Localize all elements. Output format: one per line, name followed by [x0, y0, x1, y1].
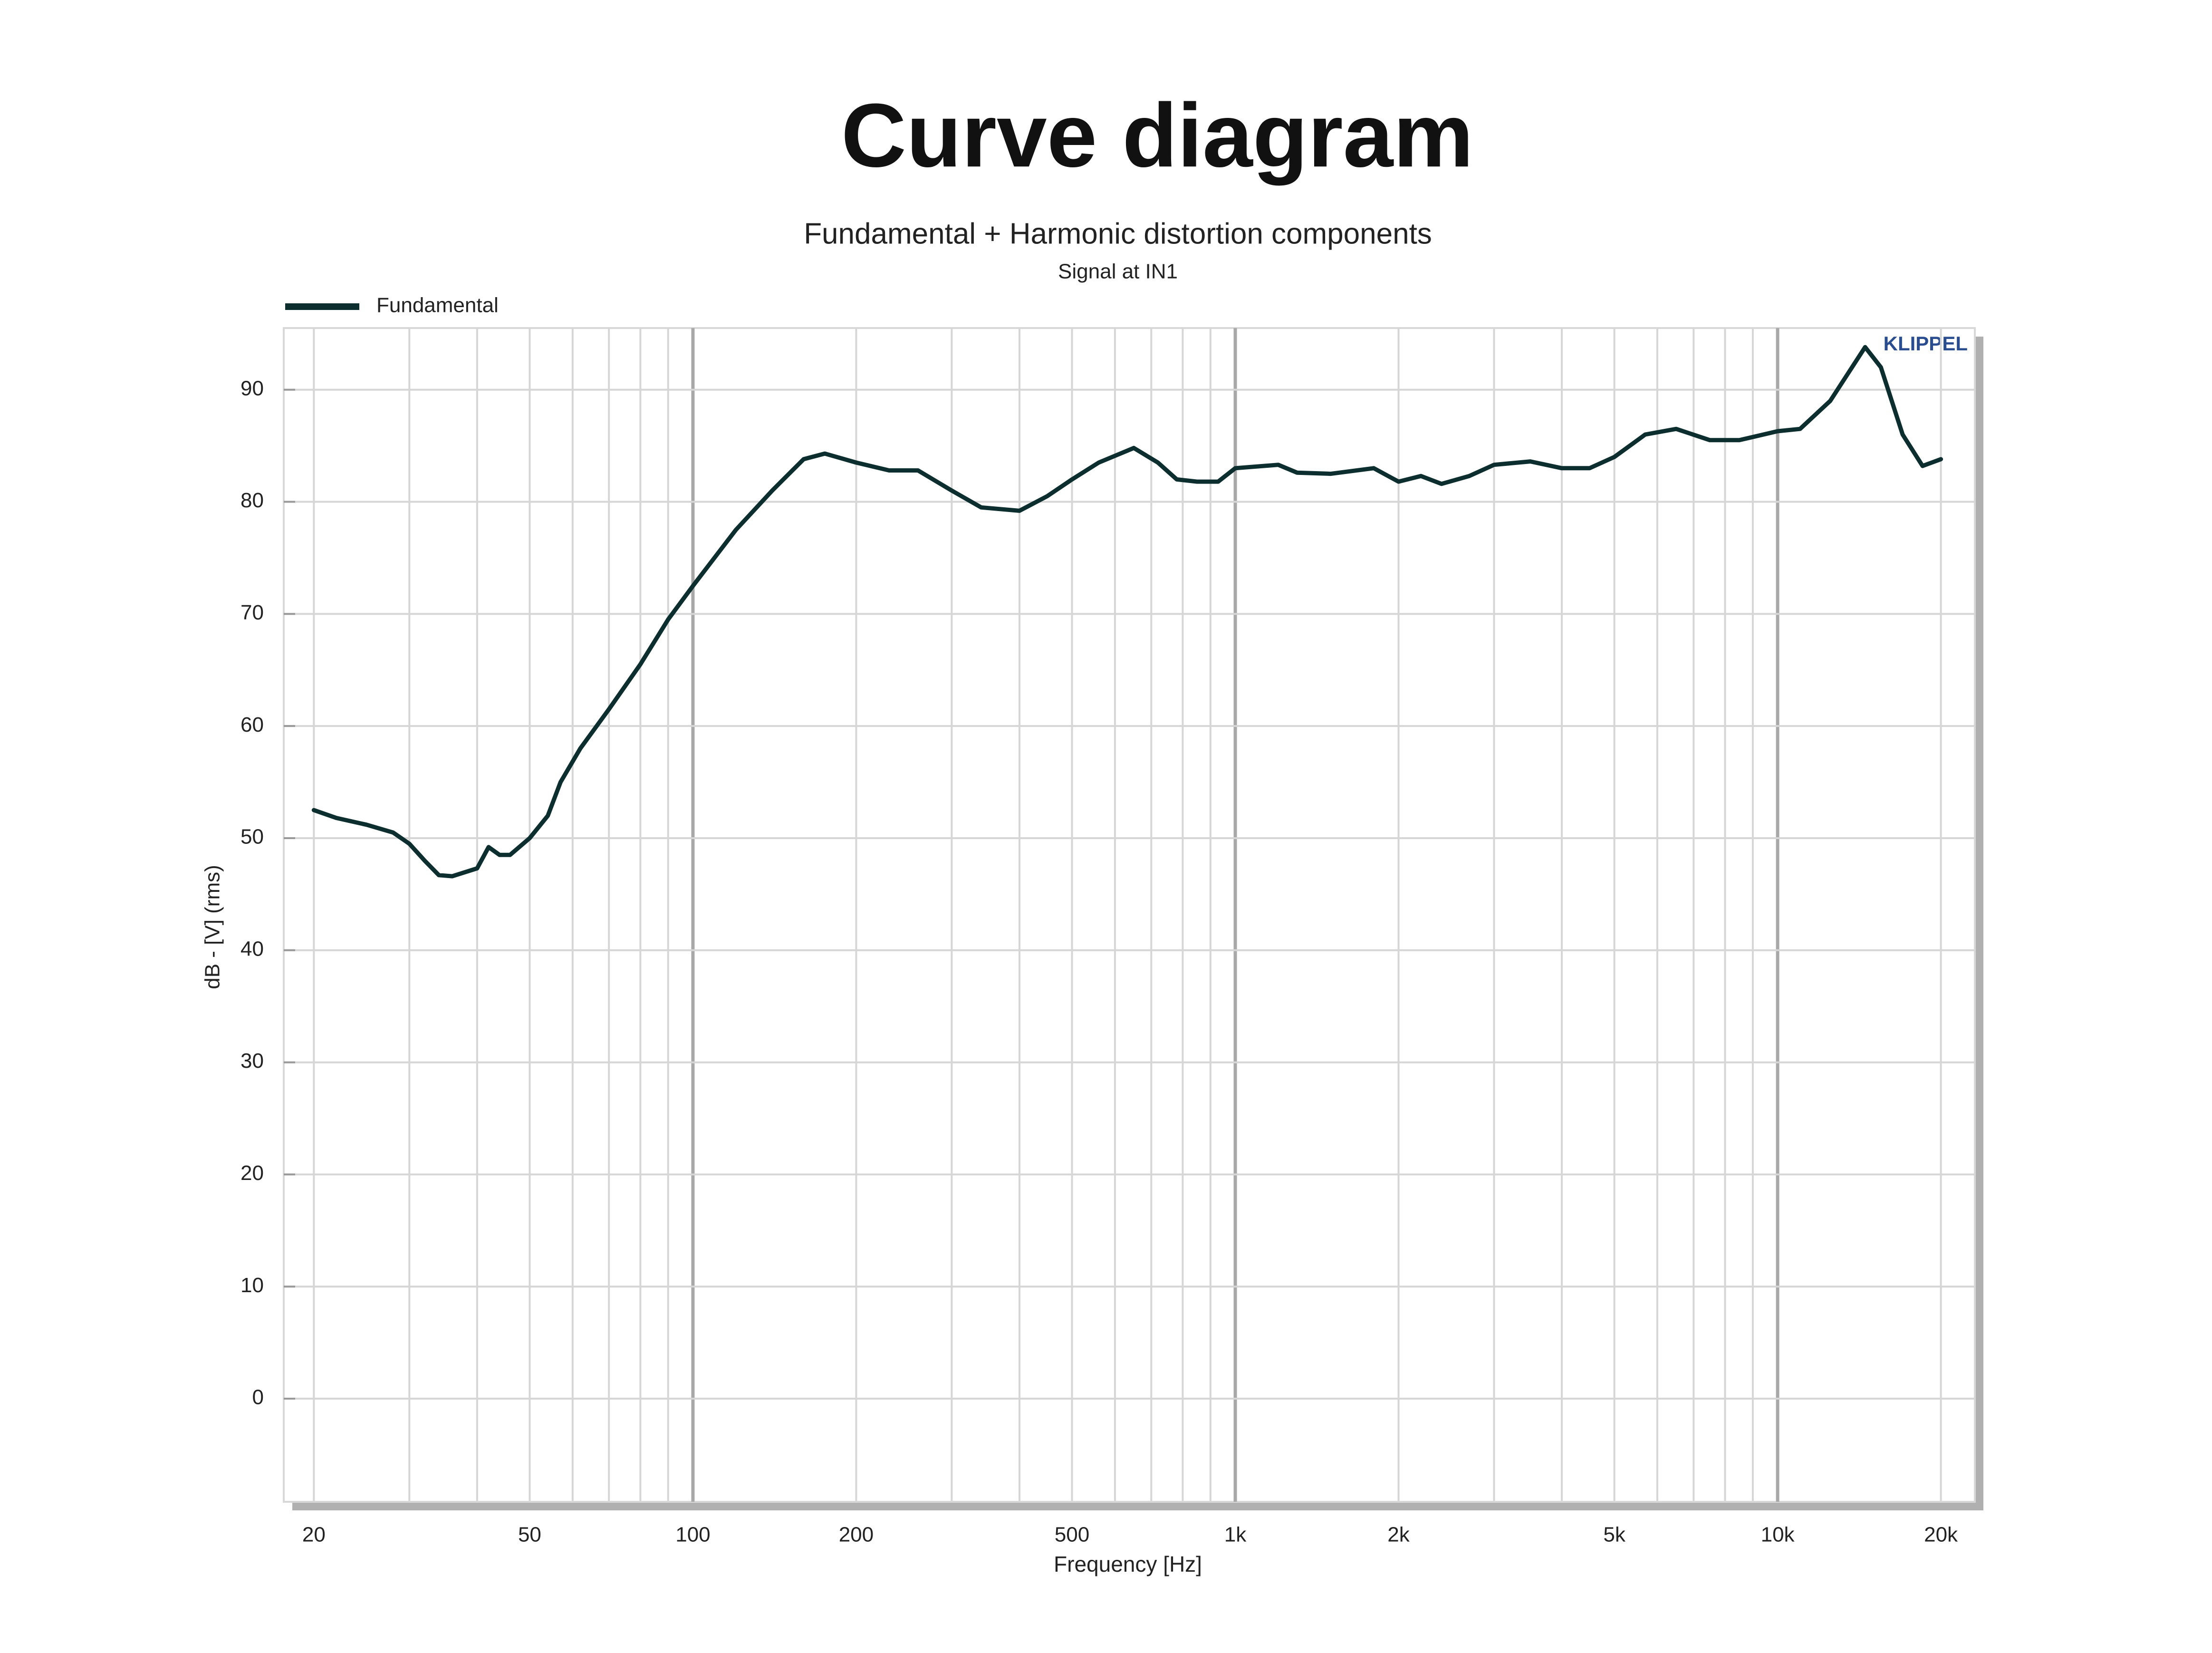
y-axis-label: dB - [V] (rms)	[201, 865, 224, 989]
watermark: KLIPPEL	[1884, 332, 1968, 355]
y-tick-label: 20	[240, 1161, 264, 1185]
x-tick-label: 10k	[1761, 1523, 1795, 1547]
x-tick-label: 2k	[1387, 1523, 1410, 1547]
legend: Fundamental	[285, 294, 499, 317]
y-tick-label: 70	[240, 601, 264, 624]
chart-title: Curve diagram	[841, 85, 1473, 186]
grid: 20 50 100 200 500 1k 2k 5k 10k 20k 0 10 20 30 40 50 60 70…	[240, 328, 1975, 1547]
x-axis-label: Frequency [Hz]	[1054, 1552, 1202, 1576]
data-line	[311, 345, 1943, 879]
y-tick-label: 40	[240, 937, 264, 960]
y-tick-label: 0	[252, 1386, 264, 1409]
plot-layer	[311, 345, 1943, 879]
x-tick-label: 5k	[1603, 1523, 1625, 1547]
x-tick-label: 100	[675, 1523, 710, 1547]
legend-label: Fundamental	[376, 294, 499, 317]
x-tick-label: 50	[518, 1523, 541, 1547]
x-tick-label: 20k	[1924, 1523, 1958, 1547]
y-tick-label: 30	[240, 1049, 264, 1073]
chart-note: Signal at IN1	[1058, 260, 1178, 283]
x-tick-label: 200	[839, 1523, 874, 1547]
plot-area	[283, 327, 1976, 1503]
y-tick-label: 10	[240, 1274, 264, 1297]
y-tick-label: 50	[240, 825, 264, 849]
x-tick-label: 500	[1055, 1523, 1089, 1547]
y-tick-label: 90	[240, 377, 264, 400]
x-tick-label: 1k	[1224, 1523, 1247, 1547]
chart-subtitle: Fundamental + Harmonic distortion compon…	[804, 217, 1432, 250]
x-tick-label: 20	[302, 1523, 326, 1547]
y-tick-label: 60	[240, 713, 264, 736]
y-tick-label: 80	[240, 489, 264, 512]
